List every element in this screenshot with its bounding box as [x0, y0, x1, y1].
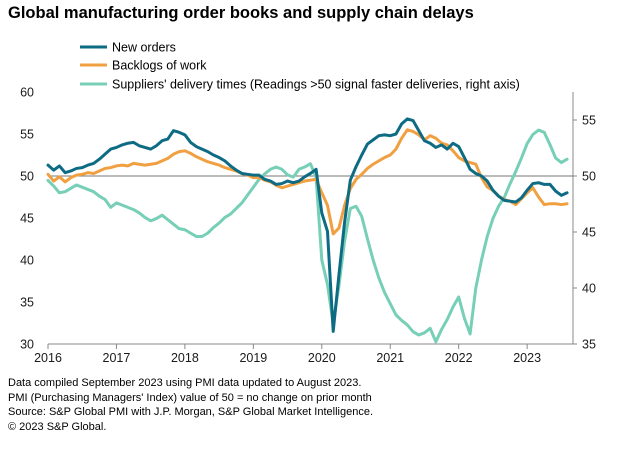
x-tick-label: 2021: [376, 351, 404, 365]
y-left-tick-label: 30: [20, 338, 34, 352]
note-pmi-definition: PMI (Purchasing Managers' Index) value o…: [8, 391, 372, 404]
y-right-tick-label: 35: [582, 338, 596, 352]
legend: New orders Backlogs of work Suppliers' del…: [80, 41, 520, 92]
axes: 30 35 40 45 50 55 60 35 40 45 50 55 2016 2017 2018 2019…: [20, 86, 596, 366]
chart-notes: Data compiled September 2023 using PMI d…: [8, 376, 373, 434]
x-tick-label: 2019: [239, 351, 267, 365]
note-source: Source: S&P Global PMI with J.P. Morgan,…: [8, 406, 374, 418]
x-tick-label: 2016: [34, 351, 62, 365]
y-left-tick-label: 60: [20, 86, 34, 100]
y-right-tick-label: 40: [582, 282, 596, 296]
x-tick-label: 2020: [308, 351, 336, 365]
series-line-suppliers: [46, 128, 569, 344]
y-right-tick-label: 50: [582, 170, 596, 184]
legend-label: Suppliers' delivery times (Readings >50 …: [112, 78, 520, 92]
note-copyright: © 2023 S&P Global.: [8, 420, 107, 433]
y-left-tick-label: 40: [20, 254, 34, 268]
y-left-tick-label: 45: [20, 212, 34, 226]
x-tick-label: 2018: [171, 351, 199, 365]
y-left-tick-label: 55: [20, 128, 34, 142]
series-layer: [46, 117, 569, 344]
note-data-compiled: Data compiled September 2023 using PMI d…: [8, 377, 362, 389]
x-tick-label: 2022: [445, 351, 473, 365]
y-right-tick-label: 45: [582, 226, 596, 240]
x-tick-label: 2017: [103, 351, 131, 365]
series-line-new: [46, 117, 569, 333]
y-left-tick-label: 35: [20, 296, 34, 310]
legend-label: New orders: [112, 41, 176, 55]
chart-canvas: 30 35 40 45 50 55 60 35 40 45 50 55 2016 2017 2018 2019…: [20, 41, 596, 366]
y-right-tick-label: 55: [582, 114, 596, 128]
legend-label: Backlogs of work: [112, 59, 207, 73]
y-left-tick-label: 50: [20, 170, 34, 184]
x-tick-label: 2023: [513, 351, 541, 365]
chart-title: Global manufacturing order books and sup…: [8, 4, 474, 22]
